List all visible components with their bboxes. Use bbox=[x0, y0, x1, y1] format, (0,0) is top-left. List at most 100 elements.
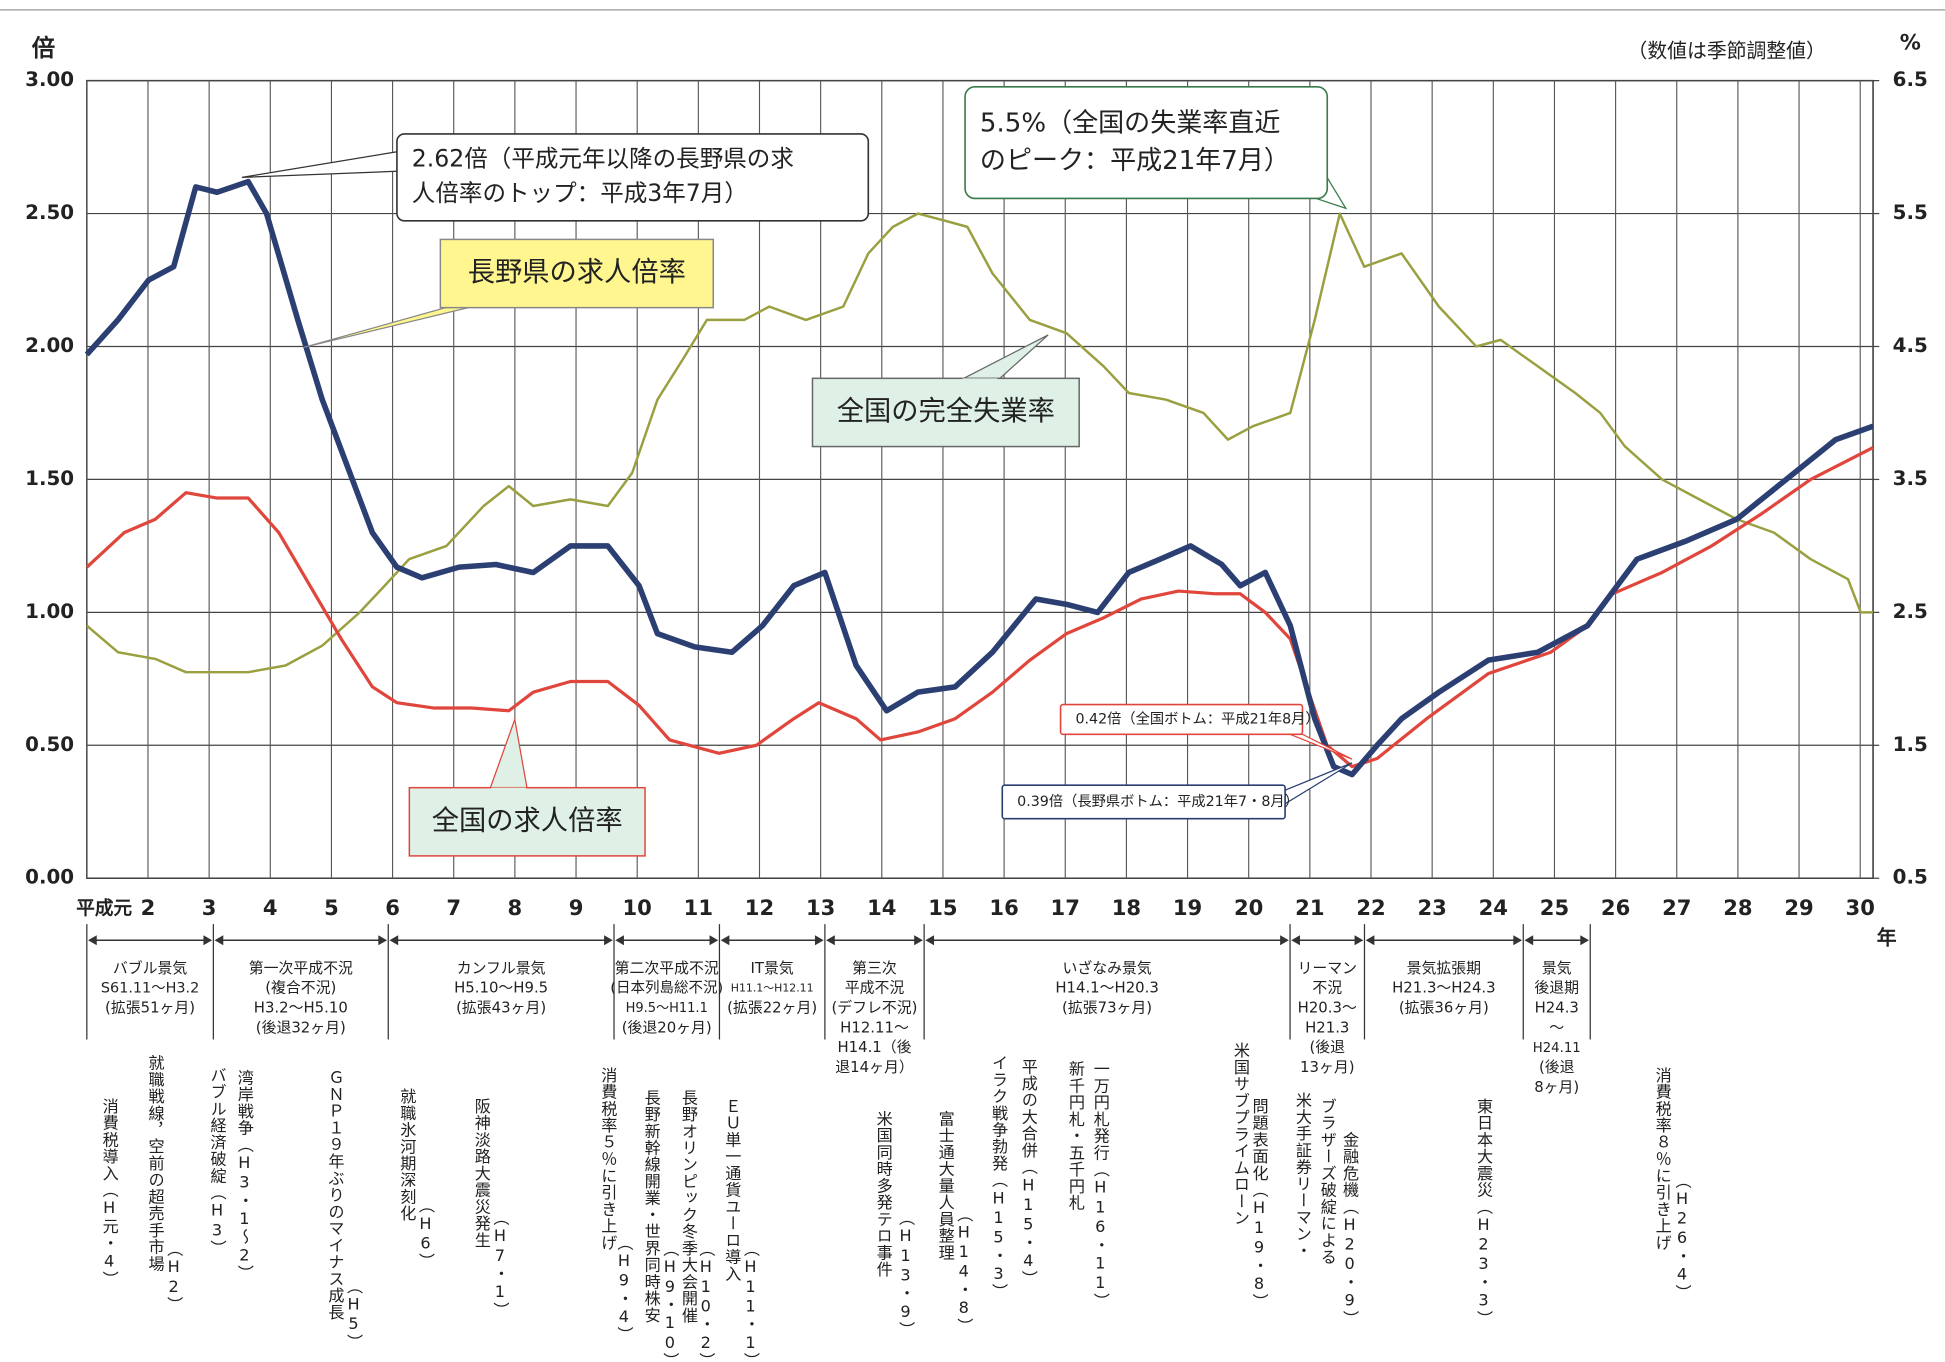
event-label: 米国同時多発テロ事件 bbox=[874, 1110, 893, 1277]
series bbox=[84, 178, 1874, 778]
period-label: (拡張22ヶ月) bbox=[727, 998, 817, 1016]
period-label: H12.11～ bbox=[840, 1018, 909, 1036]
x-tick-label: 9 bbox=[569, 895, 584, 920]
series-label: 全国の求人倍率 bbox=[432, 805, 623, 836]
period-label: 景気 bbox=[1542, 959, 1572, 977]
x-tick-label: 21 bbox=[1295, 895, 1324, 920]
event-label: 就職戦線，空前の超売手市場 bbox=[146, 1054, 165, 1272]
series-line bbox=[85, 446, 1874, 769]
x-tick-label: 14 bbox=[867, 895, 896, 920]
x-tick-label: 平成元 bbox=[76, 898, 132, 920]
arrow-head bbox=[1365, 935, 1375, 946]
note: （数値は季節調整値） bbox=[1628, 40, 1826, 63]
y2-tick-label: 3.5 bbox=[1893, 467, 1928, 490]
period-label: 景気拡張期 bbox=[1407, 959, 1481, 977]
annotation-text: 人倍率のトップ：平成3年7月） bbox=[412, 179, 748, 207]
arrow-head bbox=[1280, 935, 1289, 946]
event-label: 消費税率５％に引き上げ bbox=[598, 1067, 617, 1251]
annotation-text: 5.5%（全国の失業率直近 bbox=[980, 109, 1280, 139]
arrow-head bbox=[1524, 935, 1534, 946]
grid: 0.00 0.50 1.00 1.50 2.00 2.50 3.00 0.5 1.5 2.5 3.5… bbox=[25, 68, 1928, 920]
event-label: 米国サブプライムローン bbox=[1231, 1042, 1250, 1226]
x-tick-label: 19 bbox=[1173, 895, 1202, 920]
x-tick-label: 2 bbox=[141, 895, 156, 920]
event-label: 米大手証券リーマン・ bbox=[1293, 1092, 1312, 1259]
arrow-head bbox=[214, 935, 224, 946]
event-label: 金融危機（H20・9） bbox=[1340, 1131, 1359, 1327]
period-label: リーマン bbox=[1298, 959, 1357, 977]
period-label: 第二次平成不況 bbox=[615, 959, 719, 977]
arrow-head bbox=[1513, 935, 1523, 946]
period-label: (拡張36ヶ月) bbox=[1399, 998, 1489, 1016]
period-label: H5.10～H9.5 bbox=[454, 979, 548, 997]
x-tick-label: 30 bbox=[1846, 895, 1875, 920]
y-tick-label: 0.50 bbox=[25, 733, 74, 756]
label-box bbox=[408, 786, 646, 857]
x-tick-label: 29 bbox=[1784, 895, 1813, 920]
x-tick-label: 13 bbox=[806, 895, 835, 920]
period-label: H24.3 bbox=[1535, 998, 1579, 1016]
event-label: 就職氷河期深刻化 bbox=[397, 1088, 416, 1222]
x-tick-label: 6 bbox=[385, 895, 400, 920]
x-tick-label: 11 bbox=[684, 895, 713, 920]
period-label: 後退期 bbox=[1534, 979, 1579, 997]
period-label: 8ヶ月) bbox=[1534, 1078, 1579, 1096]
period-label: H21.3 bbox=[1305, 1018, 1349, 1036]
event-label: 問題表面化（H19・8） bbox=[1250, 1098, 1269, 1310]
period-label: H3.2～H5.10 bbox=[254, 998, 348, 1016]
x-tick-label: 3 bbox=[202, 895, 217, 920]
series-label: 全国の完全失業率 bbox=[837, 396, 1055, 427]
period-label: (日本列島総不況) bbox=[610, 980, 723, 997]
arrow-head bbox=[914, 935, 923, 946]
event-label: 長野新幹線開業・世界同時株安 bbox=[642, 1089, 661, 1323]
annotation-box bbox=[1059, 703, 1304, 736]
event-label: （H9・10） bbox=[660, 1240, 679, 1362]
x-tick-label: 22 bbox=[1356, 895, 1385, 920]
event-label: （H6） bbox=[416, 1197, 435, 1270]
period-label: H11.1～H12.11 bbox=[731, 982, 814, 995]
arrow-head bbox=[720, 935, 730, 946]
event-label: （H13・9） bbox=[896, 1209, 915, 1338]
arrow-head bbox=[604, 935, 613, 946]
arrow-head bbox=[925, 935, 935, 946]
event-label: 平成の大合併（H15・4） bbox=[1019, 1058, 1038, 1287]
x-tick-label: 25 bbox=[1540, 895, 1569, 920]
y2-tick-label: 4.5 bbox=[1893, 334, 1928, 357]
period-label: 平成不況 bbox=[845, 979, 905, 997]
period-label: H24.11 bbox=[1533, 1041, 1581, 1056]
x-tick-label: 26 bbox=[1601, 895, 1630, 920]
period-label: いざなみ景気 bbox=[1062, 959, 1151, 977]
x-tick-label: 15 bbox=[928, 895, 957, 920]
arrow-head bbox=[615, 935, 624, 946]
event-label: 阪神淡路大震災発生 bbox=[472, 1098, 491, 1249]
y-tick-label: 3.00 bbox=[25, 68, 74, 91]
event-label: 新千円札・五千円札 bbox=[1066, 1061, 1085, 1212]
x-tick-label: 18 bbox=[1112, 895, 1141, 920]
event-label: ブラザーズ破綻による bbox=[1318, 1098, 1337, 1265]
y-tick-label: 2.50 bbox=[25, 201, 74, 224]
event-label: （H2） bbox=[164, 1240, 183, 1313]
series-line bbox=[84, 178, 1874, 778]
y-axis-unit: 倍 bbox=[32, 34, 56, 62]
event-label: 長野オリンピック冬季大会開催 bbox=[679, 1089, 698, 1323]
period-label: (後退 bbox=[1539, 1058, 1575, 1076]
period-label: H14.1～H20.3 bbox=[1055, 979, 1159, 997]
event-label: （H9・4） bbox=[614, 1234, 633, 1343]
x-tick-label: 17 bbox=[1051, 895, 1080, 920]
period-label: (後退 bbox=[1309, 1038, 1345, 1056]
x-tick-label: 28 bbox=[1723, 895, 1752, 920]
periods: バブル景気 S61.11～H3.2(拡張51ヶ月) 第一次平成不況 (複合不況)H3.… bbox=[86, 924, 1591, 1096]
event-label: （H7・1） bbox=[490, 1209, 509, 1318]
x-tick-label: 20 bbox=[1234, 895, 1263, 920]
annotation-text: 0.39倍（長野県ボトム：平成21年7・8月） bbox=[1017, 793, 1299, 810]
period-label: H9.5～H11.1 bbox=[626, 1001, 708, 1016]
period-label: 13ヶ月) bbox=[1300, 1058, 1354, 1076]
period-label: (デフレ不況) bbox=[832, 998, 918, 1016]
period-label: カンフル景気 bbox=[457, 959, 546, 977]
arrow-head bbox=[1291, 935, 1300, 946]
period-label: (後退20ヶ月) bbox=[622, 1018, 712, 1036]
event-label: ＧＮＰ１９年ぶりのマイナス成長 bbox=[325, 1069, 344, 1320]
